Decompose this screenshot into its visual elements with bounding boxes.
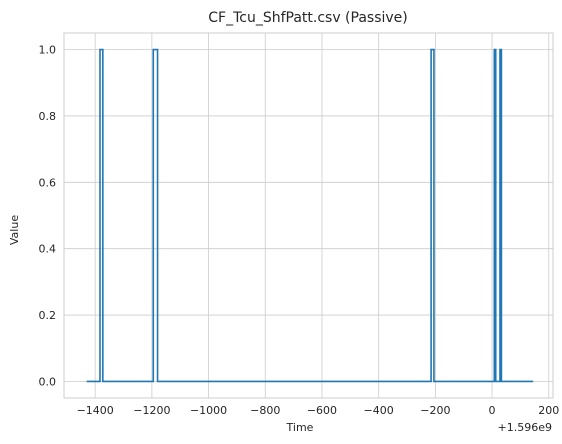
x-axis-label: Time — [286, 421, 314, 434]
y-tick-label: 1.0 — [39, 44, 57, 57]
y-tick-label: 0.0 — [39, 375, 57, 388]
x-tick-label: −400 — [364, 404, 394, 417]
y-tick-label: 0.4 — [39, 243, 57, 256]
y-tick-label: 0.8 — [39, 110, 57, 123]
x-tick-label: −1000 — [190, 404, 227, 417]
y-tick-label: 0.6 — [39, 176, 57, 189]
plot-frame — [63, 32, 554, 399]
x-offset-label: +1.596e9 — [498, 421, 552, 434]
x-tick-label: −600 — [307, 404, 337, 417]
grid — [64, 33, 553, 398]
x-tick-label: −1200 — [133, 404, 170, 417]
x-tick-label: −200 — [420, 404, 450, 417]
x-tick-label: 200 — [538, 404, 559, 417]
chart-title: CF_Tcu_ShfPatt.csv (Passive) — [208, 10, 408, 26]
x-tick-label: −1400 — [77, 404, 114, 417]
x-tick-label: 0 — [489, 404, 496, 417]
x-tick-label: −800 — [250, 404, 280, 417]
series-line — [86, 48, 534, 383]
x-ticks: −1400 −1200 −1000 −800 −600 −400 −200 0 200 — [77, 404, 560, 417]
series — [86, 48, 534, 383]
y-ticks: 0.0 0.2 0.4 0.6 0.8 1.0 — [39, 44, 57, 389]
y-tick-label: 0.2 — [39, 309, 57, 322]
y-axis-label: Value — [8, 215, 21, 245]
